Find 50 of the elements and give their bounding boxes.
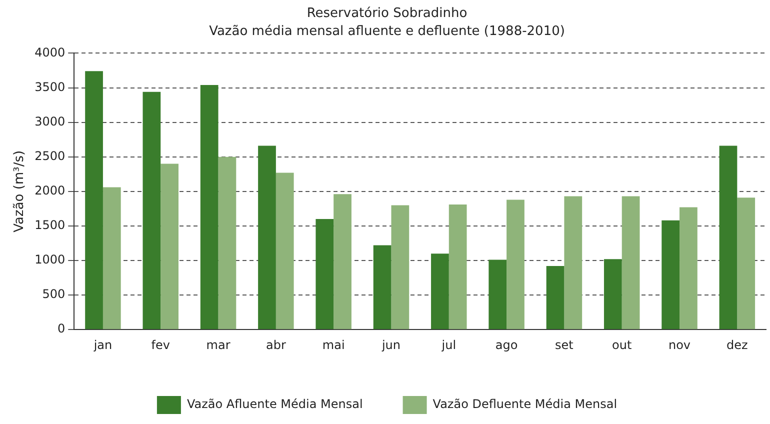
bar: [448, 204, 467, 330]
legend-label: Vazão Afluente Média Mensal: [186, 397, 363, 412]
bar: [218, 156, 236, 330]
y-tick-label: 2500: [34, 148, 66, 163]
bar: [546, 266, 564, 330]
x-tick-label: mai: [322, 338, 345, 352]
x-tick-label: dez: [726, 338, 748, 352]
y-tick-label: 3000: [34, 114, 66, 128]
y-tick-label: 1500: [34, 218, 66, 232]
x-tick-label: out: [612, 338, 632, 352]
bar: [506, 200, 524, 330]
x-tick-label: jan: [92, 338, 112, 352]
bar: [102, 187, 121, 330]
y-tick-label: 1000: [34, 252, 66, 267]
legend-label: Vazão Defluente Média Mensal: [432, 397, 618, 412]
bar: [564, 196, 582, 330]
bar: [662, 220, 680, 330]
bar: [85, 71, 103, 330]
bar: [488, 260, 507, 330]
x-tick-label: jul: [440, 338, 456, 352]
bar: [316, 219, 334, 330]
x-tick-label: set: [555, 338, 574, 352]
bar: [142, 92, 161, 330]
bar: [431, 254, 449, 330]
bar: [391, 205, 410, 330]
y-tick-label: 3500: [34, 80, 66, 94]
x-tick-label: ago: [495, 338, 518, 352]
bar: [680, 207, 698, 330]
x-tick-label: mar: [206, 338, 230, 352]
y-tick-label: 2000: [34, 184, 66, 198]
bar: [200, 84, 218, 330]
x-tick-label: fev: [151, 338, 170, 352]
bar: [719, 146, 738, 330]
bar: [334, 194, 352, 330]
x-tick-label: jun: [380, 338, 401, 352]
chart-title: Reservatório Sobradinho: [306, 6, 468, 22]
y-axis-title: Vazão (m³/s): [12, 150, 28, 232]
bar: [622, 196, 640, 330]
bar: [258, 146, 276, 330]
bar: [373, 245, 392, 330]
bar: [160, 164, 178, 330]
y-tick-label: 500: [42, 287, 66, 302]
bar: [276, 172, 294, 330]
y-tick-label: 4000: [34, 45, 66, 60]
x-tick-label: abr: [266, 338, 286, 352]
x-tick-label: nov: [668, 338, 691, 352]
bar: [737, 198, 756, 330]
bar: [604, 259, 622, 330]
y-tick-label: 0: [58, 322, 66, 336]
chart-subtitle: Vazão média mensal afluente e defluente (1988-2010): [209, 24, 565, 39]
